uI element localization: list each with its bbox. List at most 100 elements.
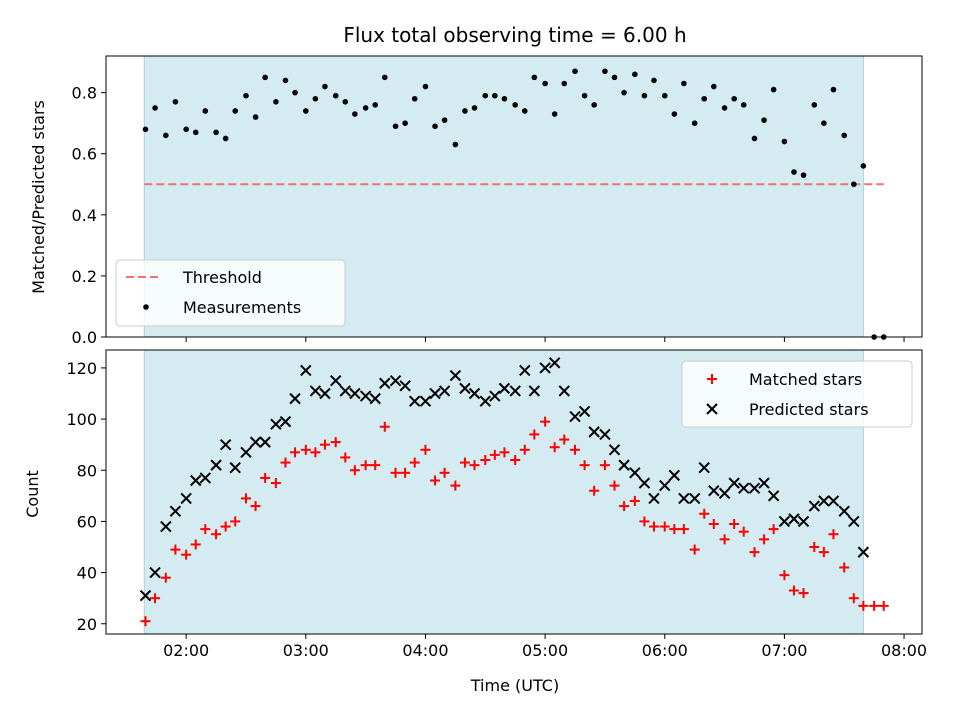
measurement-point	[352, 111, 358, 117]
predicted-stars-point	[419, 395, 432, 407]
predicted-stars-point	[708, 485, 720, 497]
measurement-point	[202, 108, 209, 114]
measurement-point	[262, 74, 268, 81]
predicted-stars-point	[289, 392, 301, 405]
measurement-point	[312, 95, 319, 102]
predicted-stars-point	[339, 385, 352, 397]
matched-stars-point	[689, 544, 700, 555]
matched-stars-point	[499, 447, 510, 458]
predicted-stars-point	[608, 444, 621, 456]
predicted-stars-point	[698, 461, 710, 474]
legend-threshold-label: Threshold	[182, 268, 262, 287]
bottom-x-tick-label: 04:00	[402, 641, 448, 660]
measurement-point	[232, 108, 239, 114]
predicted-stars-point	[279, 415, 292, 428]
predicted-stars-point	[249, 436, 262, 448]
matched-stars-point	[220, 521, 231, 532]
matched-stars-point	[848, 593, 859, 604]
measurement-point	[303, 108, 309, 114]
matched-stars-point	[260, 472, 271, 483]
matched-stars-point	[559, 434, 570, 445]
measurement-point	[432, 123, 438, 130]
top-y-tick-label: 0.4	[72, 206, 97, 225]
predicted-stars-point	[638, 477, 651, 489]
predicted-stars-point	[139, 589, 152, 602]
predicted-stars-point	[509, 385, 521, 397]
matched-stars-point	[629, 495, 640, 506]
measurement-point	[441, 117, 448, 123]
matched-stars-point	[619, 501, 630, 512]
matched-stars-point	[409, 457, 420, 468]
bottom-y-tick-label: 80	[77, 461, 97, 480]
predicted-stars-point	[569, 410, 581, 423]
measurement-point	[372, 102, 379, 108]
predicted-stars-point	[678, 492, 690, 505]
bottom-frame	[105, 349, 923, 635]
measurement-point	[821, 120, 827, 126]
matched-stars-point	[669, 524, 680, 535]
predicted-stars-point	[270, 418, 282, 430]
top-y-tick-label: 0.2	[72, 267, 97, 286]
measurement-point	[701, 95, 708, 102]
matched-stars-point	[190, 539, 201, 550]
matched-stars-point	[828, 529, 839, 540]
measurement-point	[770, 86, 777, 93]
measurement-point	[501, 95, 508, 102]
predicted-stars-point	[309, 385, 322, 397]
measurement-point	[621, 89, 627, 96]
matched-stars-point	[869, 600, 880, 611]
predicted-stars-point	[648, 492, 660, 505]
matched-stars-point	[510, 455, 521, 466]
predicted-stars-point	[199, 472, 212, 484]
matched-stars-point	[240, 493, 251, 504]
bottom-y-tick-label: 40	[77, 564, 97, 583]
measurement-point	[761, 117, 767, 123]
predicted-stars-point	[468, 387, 481, 400]
matched-stars-point	[878, 600, 889, 611]
measurement-point	[342, 99, 349, 105]
predicted-stars-point	[449, 369, 462, 382]
chart-title: Flux total observing time = 6.00 h	[343, 23, 686, 47]
matched-stars-point	[290, 447, 301, 458]
predicted-stars-point	[528, 385, 541, 397]
bottom-y-tick-label: 120	[66, 359, 97, 378]
measurement-point	[381, 74, 388, 81]
measurement-point	[602, 68, 608, 75]
bottom-x-tick-label: 05:00	[522, 641, 568, 660]
measurement-point	[282, 77, 289, 84]
matched-stars-point	[609, 480, 620, 491]
measurement-point	[402, 120, 408, 126]
matched-stars-point	[749, 547, 760, 558]
predicted-stars-point	[389, 374, 402, 387]
bottom-x-tick-label: 02:00	[163, 641, 209, 660]
measurement-point	[781, 138, 788, 145]
measurement-point	[452, 141, 459, 148]
bottom-legend: Matched stars Predicted stars	[681, 360, 913, 428]
measurement-point	[163, 132, 169, 139]
matched-stars-point	[150, 593, 161, 604]
predicted-stars-point	[300, 364, 312, 377]
measurement-point	[531, 74, 538, 81]
measurement-point	[172, 99, 179, 105]
measurement-point	[243, 92, 249, 99]
measurement-point	[551, 111, 558, 117]
matched-stars-point	[779, 570, 790, 581]
matched-stars-point	[648, 521, 659, 532]
measurement-points	[142, 68, 887, 340]
matched-stars-point	[200, 524, 211, 535]
matched-stars-point	[280, 457, 291, 468]
legend-matched-swatch	[707, 374, 717, 384]
measurement-point	[811, 102, 818, 108]
predicted-stars-point	[539, 362, 551, 374]
predicted-stars-point	[180, 492, 192, 505]
predicted-stars-point	[438, 385, 451, 397]
predicted-stars-point	[588, 426, 600, 438]
predicted-stars-point	[259, 436, 271, 448]
matched-stars-point	[589, 485, 600, 496]
matched-stars-point	[140, 616, 151, 627]
measurement-point	[591, 102, 597, 108]
matched-stars-point	[330, 437, 341, 448]
measurement-point	[142, 126, 149, 133]
predicted-stars-point	[718, 487, 731, 499]
predicted-stars-point	[767, 490, 780, 502]
